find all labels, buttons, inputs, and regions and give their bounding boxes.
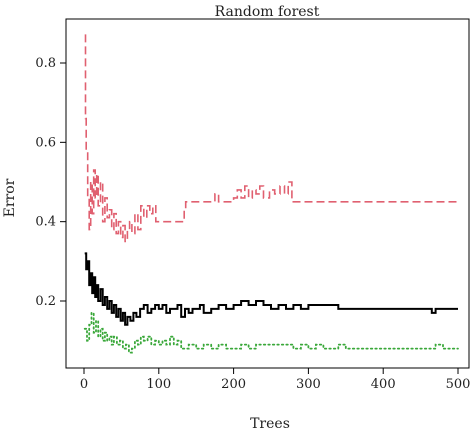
y-axis-label: Error <box>2 178 18 217</box>
y-tick-label: 0.8 <box>35 56 56 71</box>
series-line-3 <box>83 312 459 354</box>
y-tick-label: 0.2 <box>35 294 56 309</box>
chart-title: Random forest <box>215 4 320 20</box>
x-tick-label: 0 <box>80 377 88 392</box>
x-tick-label: 500 <box>446 377 471 392</box>
y-axis: 0.2 0.4 0.6 0.8 <box>35 56 66 309</box>
x-axis: 0 100 200 300 400 500 <box>80 368 471 392</box>
y-tick-label: 0.6 <box>35 135 56 150</box>
series-line-2 <box>84 252 458 326</box>
x-tick-label: 300 <box>296 377 321 392</box>
x-tick-label: 200 <box>221 377 246 392</box>
series-layer <box>83 34 459 354</box>
x-tick-label: 400 <box>371 377 396 392</box>
x-axis-label: Trees <box>250 416 290 432</box>
x-tick-label: 100 <box>146 377 171 392</box>
plot-frame <box>65 18 470 369</box>
y-tick-label: 0.4 <box>35 215 56 230</box>
series-line-1 <box>84 34 458 243</box>
